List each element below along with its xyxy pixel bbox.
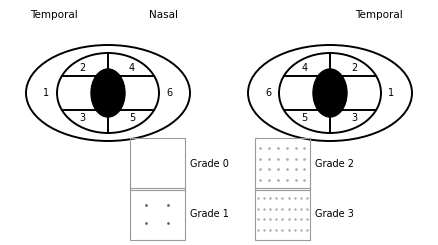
Text: 1: 1	[43, 88, 49, 98]
Text: 4: 4	[129, 63, 135, 73]
Text: Grade 3: Grade 3	[314, 209, 353, 219]
Ellipse shape	[279, 53, 380, 133]
Ellipse shape	[312, 69, 346, 117]
Text: 2: 2	[79, 63, 85, 73]
Text: Temporal: Temporal	[30, 10, 78, 20]
Text: Grade 0: Grade 0	[190, 159, 228, 169]
Bar	[254, 138, 309, 190]
Text: Grade 1: Grade 1	[190, 209, 228, 219]
Text: 5: 5	[128, 113, 135, 123]
Text: 1: 1	[388, 88, 394, 98]
Text: 3: 3	[350, 113, 356, 123]
Bar	[130, 138, 184, 190]
Text: Nasal: Nasal	[148, 10, 177, 20]
Text: 2: 2	[350, 63, 356, 73]
Text: Grade 2: Grade 2	[314, 159, 353, 169]
Ellipse shape	[57, 53, 159, 133]
Text: 6: 6	[265, 88, 271, 98]
Text: 3: 3	[79, 113, 85, 123]
Text: Temporal: Temporal	[354, 10, 402, 20]
Text: 4: 4	[301, 63, 307, 73]
Text: 6: 6	[166, 88, 172, 98]
Ellipse shape	[91, 69, 125, 117]
Bar	[254, 188, 309, 240]
Text: 5: 5	[301, 113, 307, 123]
Bar	[130, 188, 184, 240]
